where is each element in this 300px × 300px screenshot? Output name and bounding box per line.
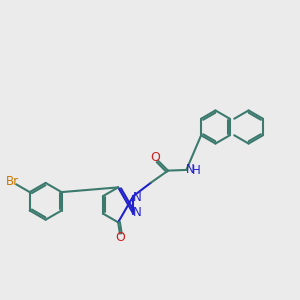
Text: H: H <box>192 164 201 178</box>
Text: O: O <box>116 231 126 244</box>
Text: N: N <box>185 163 194 176</box>
Text: N: N <box>133 191 142 204</box>
Text: N: N <box>133 206 142 219</box>
Text: Br: Br <box>5 175 19 188</box>
Text: O: O <box>150 151 160 164</box>
